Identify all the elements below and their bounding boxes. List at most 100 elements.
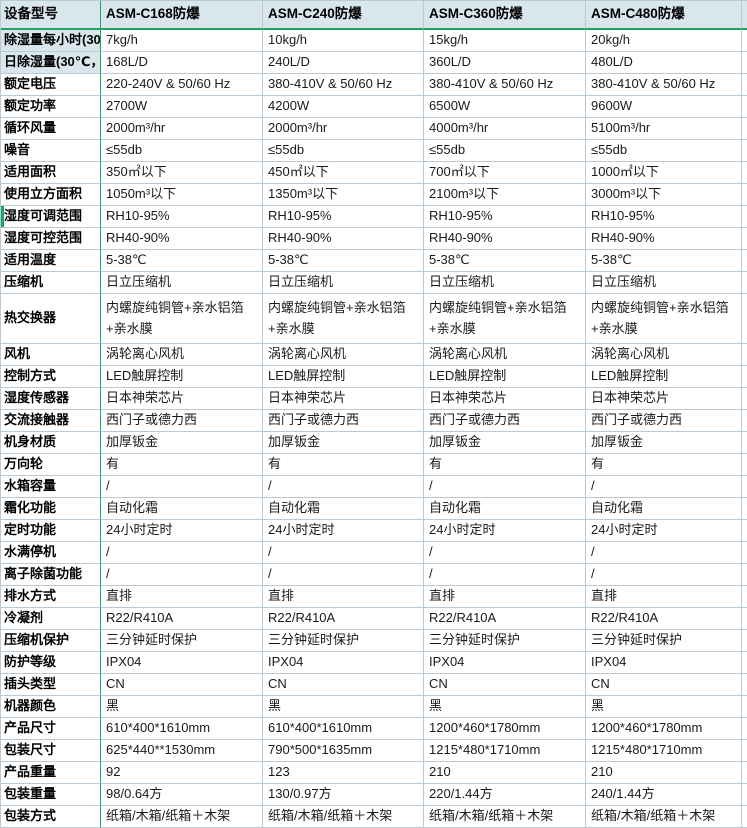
- cell[interactable]: 24小时定时: [101, 520, 263, 542]
- cell[interactable]: 涡轮离心风机: [586, 344, 742, 366]
- cell[interactable]: LED触屏控制: [101, 366, 263, 388]
- cell[interactable]: RH40-90%: [101, 228, 263, 250]
- cell[interactable]: 5100m³/hr: [586, 118, 742, 140]
- cell[interactable]: 1200*460*1780mm: [424, 718, 586, 740]
- cell[interactable]: 1215*480*1710mm: [586, 740, 742, 762]
- cell[interactable]: /: [101, 542, 263, 564]
- cell[interactable]: CN: [424, 674, 586, 696]
- cell[interactable]: 5-38℃: [424, 250, 586, 272]
- row-label[interactable]: 冷凝剂: [1, 608, 101, 630]
- cell[interactable]: 日立压缩机: [586, 272, 742, 294]
- cell[interactable]: 380-410V & 50/60 Hz: [424, 74, 586, 96]
- cell[interactable]: 日立压缩机: [424, 272, 586, 294]
- row-label[interactable]: 噪音: [1, 140, 101, 162]
- cell[interactable]: CN: [586, 674, 742, 696]
- cell[interactable]: 2000m³/hr: [263, 118, 424, 140]
- cell[interactable]: 240L/D: [263, 52, 424, 74]
- row-label[interactable]: 循环风量: [1, 118, 101, 140]
- cell[interactable]: 内螺旋纯铜管+亲水铝箔+亲水膜: [101, 294, 263, 344]
- cell[interactable]: 纸箱/木箱/纸箱＋木架: [263, 806, 424, 828]
- cell[interactable]: 24小时定时: [424, 520, 586, 542]
- cell[interactable]: 直排: [101, 586, 263, 608]
- row-label[interactable]: 水箱容量: [1, 476, 101, 498]
- cell[interactable]: 纸箱/木箱/纸箱＋木架: [101, 806, 263, 828]
- cell[interactable]: 西门子或德力西: [424, 410, 586, 432]
- row-label[interactable]: 交流接触器: [1, 410, 101, 432]
- cell[interactable]: RH40-90%: [263, 228, 424, 250]
- column-header-cell[interactable]: ASM-C360防爆: [424, 1, 586, 30]
- cell[interactable]: 450㎡以下: [263, 162, 424, 184]
- row-label[interactable]: 使用立方面积: [1, 184, 101, 206]
- cell[interactable]: 纸箱/木箱/纸箱＋木架: [586, 806, 742, 828]
- cell[interactable]: 西门子或德力西: [101, 410, 263, 432]
- column-header-cell[interactable]: ASM-C240防爆: [263, 1, 424, 30]
- row-label[interactable]: 湿度可调范围: [1, 206, 101, 228]
- cell[interactable]: /: [586, 542, 742, 564]
- cell[interactable]: R22/R410A: [263, 608, 424, 630]
- cell[interactable]: 130/0.97方: [263, 784, 424, 806]
- row-label[interactable]: 风机: [1, 344, 101, 366]
- cell[interactable]: 涡轮离心风机: [424, 344, 586, 366]
- cell[interactable]: CN: [263, 674, 424, 696]
- cell[interactable]: 1215*480*1710mm: [424, 740, 586, 762]
- cell[interactable]: 直排: [586, 586, 742, 608]
- cell[interactable]: 内螺旋纯铜管+亲水铝箔+亲水膜: [424, 294, 586, 344]
- cell[interactable]: 220-240V & 50/60 Hz: [101, 74, 263, 96]
- cell[interactable]: 20kg/h: [586, 30, 742, 52]
- row-label[interactable]: 压缩机: [1, 272, 101, 294]
- cell[interactable]: 6500W: [424, 96, 586, 118]
- cell[interactable]: 纸箱/木箱/纸箱＋木架: [424, 806, 586, 828]
- cell[interactable]: ≤55db: [586, 140, 742, 162]
- cell[interactable]: 日立压缩机: [101, 272, 263, 294]
- cell[interactable]: 92: [101, 762, 263, 784]
- cell[interactable]: 480L/D: [586, 52, 742, 74]
- row-label[interactable]: 霜化功能: [1, 498, 101, 520]
- row-label[interactable]: 适用面积: [1, 162, 101, 184]
- cell[interactable]: 加厚钣金: [263, 432, 424, 454]
- cell[interactable]: 168L/D: [101, 52, 263, 74]
- row-label[interactable]: 产品重量: [1, 762, 101, 784]
- cell[interactable]: /: [101, 564, 263, 586]
- cell[interactable]: RH40-90%: [424, 228, 586, 250]
- cell[interactable]: 5-38℃: [101, 250, 263, 272]
- cell[interactable]: 24小时定时: [263, 520, 424, 542]
- cell[interactable]: 有: [101, 454, 263, 476]
- cell[interactable]: RH10-95%: [263, 206, 424, 228]
- cell[interactable]: 日本神荣芯片: [101, 388, 263, 410]
- cell[interactable]: 日立压缩机: [263, 272, 424, 294]
- row-label[interactable]: 定时功能: [1, 520, 101, 542]
- cell[interactable]: 1200*460*1780mm: [586, 718, 742, 740]
- cell[interactable]: CN: [101, 674, 263, 696]
- cell[interactable]: 黑: [101, 696, 263, 718]
- cell[interactable]: 380-410V & 50/60 Hz: [586, 74, 742, 96]
- cell[interactable]: 380-410V & 50/60 Hz: [263, 74, 424, 96]
- cell[interactable]: 加厚钣金: [424, 432, 586, 454]
- cell[interactable]: 24小时定时: [586, 520, 742, 542]
- row-label[interactable]: 压缩机保护: [1, 630, 101, 652]
- cell[interactable]: RH10-95%: [101, 206, 263, 228]
- cell[interactable]: 有: [586, 454, 742, 476]
- row-label[interactable]: 插头类型: [1, 674, 101, 696]
- row-label[interactable]: 机身材质: [1, 432, 101, 454]
- cell[interactable]: /: [101, 476, 263, 498]
- cell[interactable]: ≤55db: [263, 140, 424, 162]
- cell[interactable]: ≤55db: [101, 140, 263, 162]
- cell[interactable]: 日本神荣芯片: [263, 388, 424, 410]
- cell[interactable]: 360L/D: [424, 52, 586, 74]
- cell[interactable]: 1050m³以下: [101, 184, 263, 206]
- cell[interactable]: /: [586, 564, 742, 586]
- cell[interactable]: IPX04: [263, 652, 424, 674]
- cell[interactable]: /: [424, 476, 586, 498]
- row-label[interactable]: 包装重量: [1, 784, 101, 806]
- cell[interactable]: IPX04: [101, 652, 263, 674]
- cell[interactable]: 610*400*1610mm: [101, 718, 263, 740]
- cell[interactable]: R22/R410A: [424, 608, 586, 630]
- cell[interactable]: 10kg/h: [263, 30, 424, 52]
- cell[interactable]: 350㎡以下: [101, 162, 263, 184]
- cell[interactable]: 2000m³/hr: [101, 118, 263, 140]
- cell[interactable]: 三分钟延时保护: [424, 630, 586, 652]
- cell[interactable]: R22/R410A: [101, 608, 263, 630]
- row-label[interactable]: 产品尺寸: [1, 718, 101, 740]
- cell[interactable]: 7kg/h: [101, 30, 263, 52]
- row-label[interactable]: 适用温度: [1, 250, 101, 272]
